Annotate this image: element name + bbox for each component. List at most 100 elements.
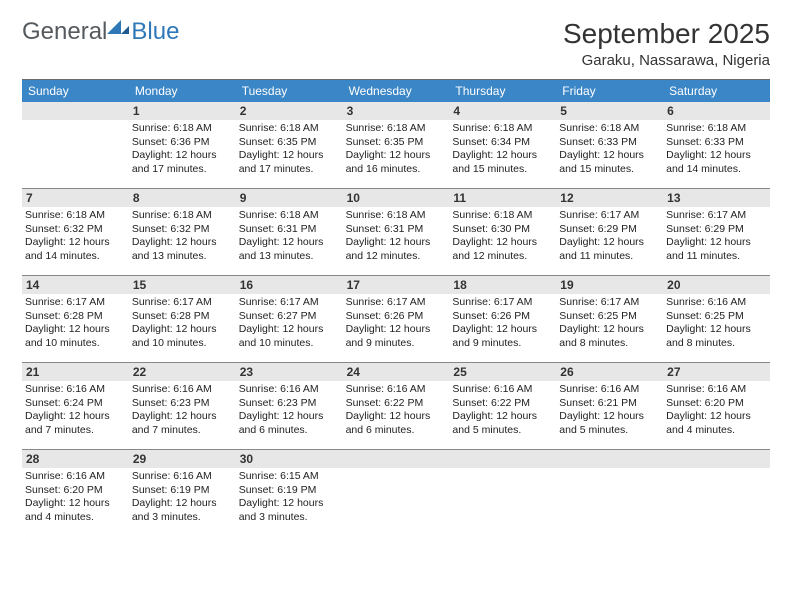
day-sunset: Sunset: 6:27 PM [239, 310, 340, 324]
dow-mon: Monday [129, 80, 236, 102]
day-sunset: Sunset: 6:22 PM [452, 397, 553, 411]
day-number: 17 [343, 276, 450, 294]
day-number [343, 450, 450, 468]
dow-row: Sunday Monday Tuesday Wednesday Thursday… [22, 80, 770, 102]
day-cell [556, 450, 663, 536]
day-sunrise: Sunrise: 6:16 AM [132, 470, 233, 484]
day-cell: 29Sunrise: 6:16 AMSunset: 6:19 PMDayligh… [129, 450, 236, 536]
day-number: 2 [236, 102, 343, 120]
day-daylight: Daylight: 12 hours and 8 minutes. [666, 323, 767, 350]
day-sunset: Sunset: 6:32 PM [25, 223, 126, 237]
day-cell: 12Sunrise: 6:17 AMSunset: 6:29 PMDayligh… [556, 189, 663, 275]
day-number: 6 [663, 102, 770, 120]
day-sunset: Sunset: 6:25 PM [666, 310, 767, 324]
day-sunrise: Sunrise: 6:16 AM [666, 296, 767, 310]
day-sunset: Sunset: 6:34 PM [452, 136, 553, 150]
day-sunset: Sunset: 6:35 PM [239, 136, 340, 150]
day-number: 10 [343, 189, 450, 207]
day-daylight: Daylight: 12 hours and 7 minutes. [132, 410, 233, 437]
day-sunset: Sunset: 6:25 PM [559, 310, 660, 324]
dow-wed: Wednesday [343, 80, 450, 102]
location-text: Garaku, Nassarawa, Nigeria [563, 52, 770, 69]
day-sunrise: Sunrise: 6:17 AM [25, 296, 126, 310]
day-cell: 7Sunrise: 6:18 AMSunset: 6:32 PMDaylight… [22, 189, 129, 275]
calendar: Sunday Monday Tuesday Wednesday Thursday… [22, 79, 770, 536]
day-daylight: Daylight: 12 hours and 17 minutes. [132, 149, 233, 176]
dow-tue: Tuesday [236, 80, 343, 102]
day-daylight: Daylight: 12 hours and 16 minutes. [346, 149, 447, 176]
day-sunset: Sunset: 6:28 PM [25, 310, 126, 324]
logo-triangle-icon [107, 20, 129, 34]
day-cell: 21Sunrise: 6:16 AMSunset: 6:24 PMDayligh… [22, 363, 129, 449]
day-daylight: Daylight: 12 hours and 13 minutes. [239, 236, 340, 263]
day-sunrise: Sunrise: 6:16 AM [346, 383, 447, 397]
day-daylight: Daylight: 12 hours and 12 minutes. [452, 236, 553, 263]
day-cell: 22Sunrise: 6:16 AMSunset: 6:23 PMDayligh… [129, 363, 236, 449]
day-sunset: Sunset: 6:31 PM [346, 223, 447, 237]
day-daylight: Daylight: 12 hours and 14 minutes. [25, 236, 126, 263]
day-daylight: Daylight: 12 hours and 13 minutes. [132, 236, 233, 263]
day-cell: 4Sunrise: 6:18 AMSunset: 6:34 PMDaylight… [449, 102, 556, 188]
day-daylight: Daylight: 12 hours and 5 minutes. [559, 410, 660, 437]
day-sunrise: Sunrise: 6:17 AM [346, 296, 447, 310]
day-sunrise: Sunrise: 6:16 AM [239, 383, 340, 397]
day-sunset: Sunset: 6:26 PM [452, 310, 553, 324]
day-daylight: Daylight: 12 hours and 6 minutes. [346, 410, 447, 437]
day-sunset: Sunset: 6:20 PM [666, 397, 767, 411]
day-cell: 2Sunrise: 6:18 AMSunset: 6:35 PMDaylight… [236, 102, 343, 188]
day-number: 3 [343, 102, 450, 120]
day-sunset: Sunset: 6:30 PM [452, 223, 553, 237]
day-daylight: Daylight: 12 hours and 17 minutes. [239, 149, 340, 176]
day-daylight: Daylight: 12 hours and 9 minutes. [452, 323, 553, 350]
day-number: 9 [236, 189, 343, 207]
day-number [22, 102, 129, 120]
day-cell: 9Sunrise: 6:18 AMSunset: 6:31 PMDaylight… [236, 189, 343, 275]
day-cell: 13Sunrise: 6:17 AMSunset: 6:29 PMDayligh… [663, 189, 770, 275]
day-cell: 19Sunrise: 6:17 AMSunset: 6:25 PMDayligh… [556, 276, 663, 362]
day-sunset: Sunset: 6:23 PM [239, 397, 340, 411]
day-cell: 8Sunrise: 6:18 AMSunset: 6:32 PMDaylight… [129, 189, 236, 275]
day-cell: 28Sunrise: 6:16 AMSunset: 6:20 PMDayligh… [22, 450, 129, 536]
day-number: 29 [129, 450, 236, 468]
day-number: 20 [663, 276, 770, 294]
day-cell: 25Sunrise: 6:16 AMSunset: 6:22 PMDayligh… [449, 363, 556, 449]
day-number: 1 [129, 102, 236, 120]
day-sunrise: Sunrise: 6:17 AM [666, 209, 767, 223]
day-daylight: Daylight: 12 hours and 8 minutes. [559, 323, 660, 350]
day-cell: 30Sunrise: 6:15 AMSunset: 6:19 PMDayligh… [236, 450, 343, 536]
logo-text-general: General [22, 18, 107, 46]
day-daylight: Daylight: 12 hours and 15 minutes. [559, 149, 660, 176]
day-number: 8 [129, 189, 236, 207]
day-daylight: Daylight: 12 hours and 3 minutes. [239, 497, 340, 524]
day-cell [22, 102, 129, 188]
day-number: 23 [236, 363, 343, 381]
day-sunrise: Sunrise: 6:18 AM [132, 209, 233, 223]
day-cell: 16Sunrise: 6:17 AMSunset: 6:27 PMDayligh… [236, 276, 343, 362]
day-sunset: Sunset: 6:35 PM [346, 136, 447, 150]
day-sunset: Sunset: 6:28 PM [132, 310, 233, 324]
day-sunrise: Sunrise: 6:15 AM [239, 470, 340, 484]
day-number: 15 [129, 276, 236, 294]
day-daylight: Daylight: 12 hours and 11 minutes. [666, 236, 767, 263]
day-sunrise: Sunrise: 6:17 AM [452, 296, 553, 310]
day-daylight: Daylight: 12 hours and 15 minutes. [452, 149, 553, 176]
day-number: 14 [22, 276, 129, 294]
day-sunset: Sunset: 6:36 PM [132, 136, 233, 150]
day-sunrise: Sunrise: 6:16 AM [25, 470, 126, 484]
day-cell: 17Sunrise: 6:17 AMSunset: 6:26 PMDayligh… [343, 276, 450, 362]
day-sunrise: Sunrise: 6:17 AM [239, 296, 340, 310]
day-sunrise: Sunrise: 6:17 AM [559, 296, 660, 310]
day-number: 7 [22, 189, 129, 207]
week-row: 14Sunrise: 6:17 AMSunset: 6:28 PMDayligh… [22, 275, 770, 362]
day-number: 26 [556, 363, 663, 381]
day-number: 22 [129, 363, 236, 381]
day-daylight: Daylight: 12 hours and 3 minutes. [132, 497, 233, 524]
day-cell [343, 450, 450, 536]
day-sunset: Sunset: 6:24 PM [25, 397, 126, 411]
day-daylight: Daylight: 12 hours and 5 minutes. [452, 410, 553, 437]
day-number: 18 [449, 276, 556, 294]
day-cell: 26Sunrise: 6:16 AMSunset: 6:21 PMDayligh… [556, 363, 663, 449]
day-cell: 1Sunrise: 6:18 AMSunset: 6:36 PMDaylight… [129, 102, 236, 188]
day-number [556, 450, 663, 468]
day-cell: 27Sunrise: 6:16 AMSunset: 6:20 PMDayligh… [663, 363, 770, 449]
